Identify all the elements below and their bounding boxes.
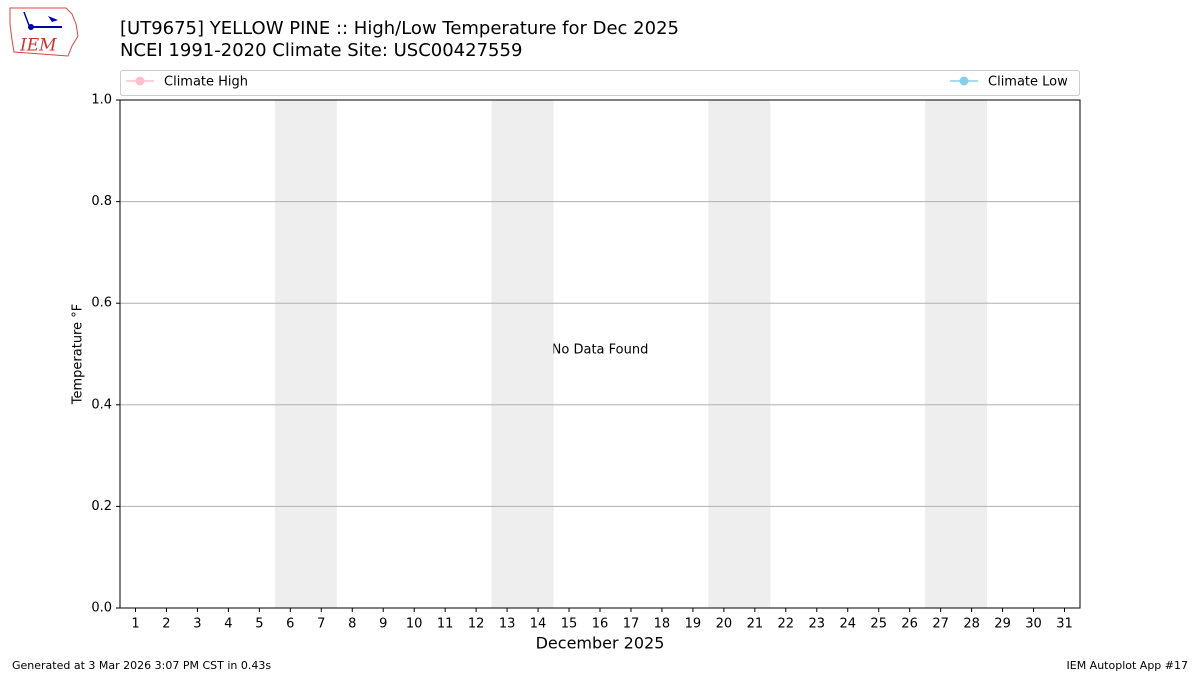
x-tick-label: 27: [932, 617, 949, 632]
y-tick-label: 1.0: [91, 93, 112, 108]
weekend-shade: [708, 100, 771, 608]
weekend-shade: [925, 100, 988, 608]
x-tick-label: 20: [716, 617, 733, 632]
logo-icon: [48, 16, 58, 22]
x-tick-label: 29: [994, 617, 1011, 632]
x-tick-label: 6: [286, 617, 294, 632]
x-tick-label: 24: [839, 617, 856, 632]
x-axis-label: December 2025: [536, 634, 665, 653]
x-tick-label: 7: [317, 617, 325, 632]
x-tick-label: 21: [747, 617, 764, 632]
x-tick-label: 25: [870, 617, 887, 632]
x-tick-label: 14: [530, 617, 547, 632]
x-tick-label: 19: [685, 617, 702, 632]
x-tick-label: 13: [499, 617, 516, 632]
x-tick-label: 5: [255, 617, 263, 632]
logo: IEM: [9, 7, 79, 57]
legend-label: Climate Low: [988, 75, 1068, 90]
x-tick-label: 22: [778, 617, 795, 632]
x-tick-label: 4: [224, 617, 232, 632]
x-tick-label: 17: [623, 617, 640, 632]
y-tick-label: 0.6: [91, 296, 112, 311]
footer-left: Generated at 3 Mar 2026 3:07 PM CST in 0…: [12, 659, 271, 672]
x-tick-label: 12: [468, 617, 485, 632]
x-tick-label: 31: [1056, 617, 1073, 632]
x-tick-label: 10: [406, 617, 423, 632]
x-tick-label: 3: [193, 617, 201, 632]
chart-subtitle: NCEI 1991-2020 Climate Site: USC00427559: [120, 40, 522, 61]
x-tick-label: 30: [1025, 617, 1042, 632]
footer-right: IEM Autoplot App #17: [1067, 659, 1189, 672]
x-tick-label: 9: [379, 617, 387, 632]
legend-swatch: [959, 76, 969, 86]
x-tick-label: 16: [592, 617, 609, 632]
x-tick-label: 2: [162, 617, 170, 632]
x-tick-label: 1: [131, 617, 139, 632]
weekend-shade: [274, 100, 337, 608]
legend-box: [120, 70, 1080, 96]
x-tick-label: 23: [809, 617, 826, 632]
x-tick-label: 15: [561, 617, 578, 632]
y-tick-label: 0.4: [91, 397, 112, 412]
plot-frame: [119, 99, 1081, 609]
logo-text: IEM: [19, 36, 57, 56]
legend-label: Climate High: [164, 75, 248, 90]
weekend-shade: [491, 100, 554, 608]
x-tick-label: 26: [901, 617, 918, 632]
y-tick-label: 0.8: [91, 194, 112, 209]
y-tick-label: 0.2: [91, 499, 112, 514]
logo-icon: [28, 24, 34, 30]
x-tick-label: 18: [654, 617, 671, 632]
x-tick-label: 28: [963, 617, 980, 632]
chart-title: [UT9675] YELLOW PINE :: High/Low Tempera…: [120, 18, 679, 39]
y-tick-label: 0.0: [91, 601, 112, 616]
x-tick-label: 11: [437, 617, 454, 632]
x-tick-label: 8: [348, 617, 356, 632]
legend-swatch: [135, 76, 145, 86]
y-axis-label: Temperature °F: [71, 304, 86, 405]
annotation: No Data Found: [552, 343, 649, 358]
